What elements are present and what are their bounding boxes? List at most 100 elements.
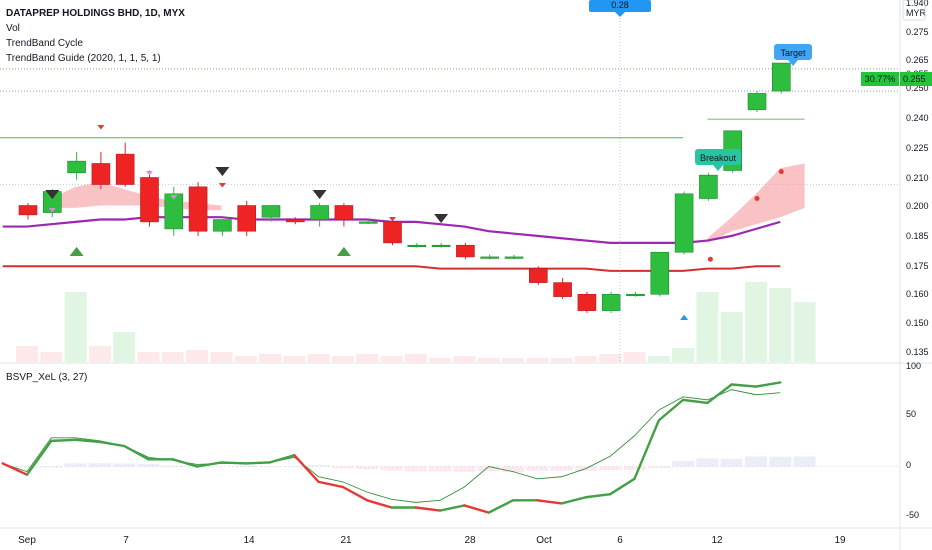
last-pct-text: 30.77% bbox=[865, 74, 896, 84]
time-axis-label: 7 bbox=[123, 535, 129, 546]
small-sell-marker bbox=[170, 195, 178, 200]
volume-bar bbox=[404, 354, 427, 362]
osc-main-segment bbox=[25, 439, 53, 476]
osc-histogram-bar bbox=[356, 466, 379, 469]
candle-up bbox=[650, 251, 670, 295]
volume-bar bbox=[574, 356, 597, 362]
volume-bar bbox=[745, 282, 767, 362]
volume-bar bbox=[113, 332, 136, 362]
osc-main-segment bbox=[220, 461, 247, 465]
osc-main-segment bbox=[414, 506, 442, 512]
signal-dot bbox=[778, 169, 784, 175]
osc-main-segment bbox=[438, 504, 466, 512]
volume-bar bbox=[380, 356, 403, 362]
osc-histogram-bar bbox=[64, 463, 87, 467]
osc-histogram-bar bbox=[599, 466, 622, 471]
currency-label: MYR bbox=[906, 8, 927, 18]
candle-down bbox=[91, 163, 111, 185]
symbol-title[interactable]: DATAPREP HOLDINGS BHD, 1D, MYX bbox=[6, 8, 185, 19]
osc-main-segment bbox=[366, 499, 393, 509]
small-sell-marker bbox=[218, 183, 226, 188]
candle-down bbox=[140, 177, 159, 223]
price-tick-label: 0.210 bbox=[906, 173, 929, 183]
candle-down bbox=[577, 293, 597, 311]
volume-bar bbox=[137, 352, 160, 362]
chart-legend: DATAPREP HOLDINGS BHD, 1D, MYX Vol Trend… bbox=[6, 6, 185, 66]
osc-main-segment bbox=[754, 381, 782, 388]
time-axis-label: Oct bbox=[536, 535, 552, 546]
price-tick-label: 0.135 bbox=[906, 347, 929, 357]
candle-up bbox=[747, 93, 767, 111]
volume-bar bbox=[429, 358, 452, 362]
osc-tick-label: 50 bbox=[906, 409, 916, 419]
time-axis-label: 12 bbox=[711, 535, 723, 546]
price-tick-label: 0.200 bbox=[906, 201, 929, 211]
candle-up bbox=[261, 205, 281, 218]
target-badge bbox=[774, 44, 812, 60]
osc-histogram-bar bbox=[696, 458, 719, 467]
candle-up bbox=[674, 193, 694, 253]
price-tick-label: 0.185 bbox=[906, 231, 929, 241]
osc-histogram-bar bbox=[429, 466, 452, 472]
candle-up bbox=[771, 62, 791, 92]
osc-main-segment bbox=[171, 458, 199, 468]
sell-signal-marker bbox=[45, 190, 60, 200]
candle-up bbox=[164, 193, 184, 230]
osc-histogram-bar bbox=[88, 463, 111, 467]
osc-histogram-bar bbox=[769, 456, 792, 467]
osc-histogram-bar bbox=[550, 466, 573, 471]
volume-bar bbox=[16, 346, 38, 362]
osc-histogram-bar bbox=[113, 463, 136, 467]
time-axis-label: 14 bbox=[243, 535, 255, 546]
candle-down bbox=[383, 221, 402, 244]
small-sell-marker bbox=[48, 208, 56, 213]
candle-up bbox=[601, 293, 621, 311]
volume-bar bbox=[720, 312, 743, 362]
time-axis-label: 28 bbox=[464, 535, 476, 546]
time-axis-label: 19 bbox=[834, 535, 846, 546]
volume-bar bbox=[88, 346, 111, 362]
legend-volume[interactable]: Vol bbox=[6, 23, 20, 34]
last-price-badge bbox=[900, 72, 932, 86]
currency-box bbox=[902, 0, 926, 21]
osc-main-segment bbox=[681, 398, 709, 405]
legend-trendband-guide[interactable]: TrendBand Guide (2020, 1, 1, 5, 1) bbox=[6, 53, 161, 64]
buy-signal-marker bbox=[336, 246, 351, 256]
small-sell-marker bbox=[146, 171, 153, 176]
osc-main-segment bbox=[74, 438, 102, 444]
candle-down bbox=[528, 268, 548, 283]
candle-down bbox=[285, 219, 305, 223]
osc-histogram-bar bbox=[404, 466, 427, 472]
top-marker-text: 0.28 bbox=[611, 0, 629, 10]
volume-bar bbox=[477, 358, 500, 362]
osc-main-segment bbox=[706, 383, 733, 405]
candle-up bbox=[213, 219, 232, 232]
osc-main-segment bbox=[268, 454, 296, 464]
volume-bar bbox=[283, 356, 306, 362]
osc-tick-label: 0 bbox=[906, 460, 911, 470]
osc-histogram-bar bbox=[623, 466, 646, 470]
buy-signal-marker bbox=[69, 246, 84, 256]
osc-histogram-bar bbox=[307, 465, 330, 467]
time-axis-label: Sep bbox=[18, 535, 36, 546]
last-pct-badge bbox=[861, 72, 899, 86]
osc-main-segment bbox=[1, 462, 29, 476]
signal-dot bbox=[707, 256, 713, 262]
candle-up bbox=[431, 244, 451, 248]
candle-down bbox=[237, 205, 256, 232]
osc-histogram-bar bbox=[793, 456, 816, 467]
time-axis-label: 6 bbox=[617, 535, 623, 546]
legend-trendband-cycle[interactable]: TrendBand Cycle bbox=[6, 38, 83, 49]
candle-down bbox=[334, 205, 354, 220]
osc-histogram-bar bbox=[283, 466, 306, 467]
candle-up bbox=[480, 256, 500, 259]
price-tick-label: 0.240 bbox=[906, 113, 929, 123]
candle-down bbox=[553, 282, 572, 297]
price-tick-label: 0.275 bbox=[906, 27, 929, 37]
volume-bar bbox=[672, 348, 695, 362]
osc-histogram-bar bbox=[234, 466, 257, 467]
corner-value: 1.940 bbox=[906, 0, 929, 8]
target-text: Target bbox=[780, 48, 806, 58]
legend-bsvp[interactable]: BSVP_XeL (3, 27) bbox=[6, 372, 88, 383]
